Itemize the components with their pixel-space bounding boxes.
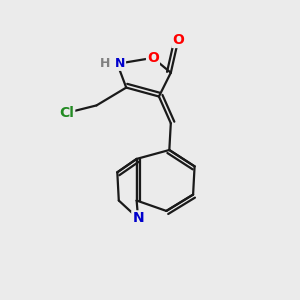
Text: O: O [172, 33, 184, 47]
Text: H: H [100, 57, 110, 70]
Text: N: N [132, 212, 144, 225]
Text: N: N [115, 57, 125, 70]
Text: Cl: Cl [59, 106, 74, 120]
Text: O: O [147, 51, 159, 65]
